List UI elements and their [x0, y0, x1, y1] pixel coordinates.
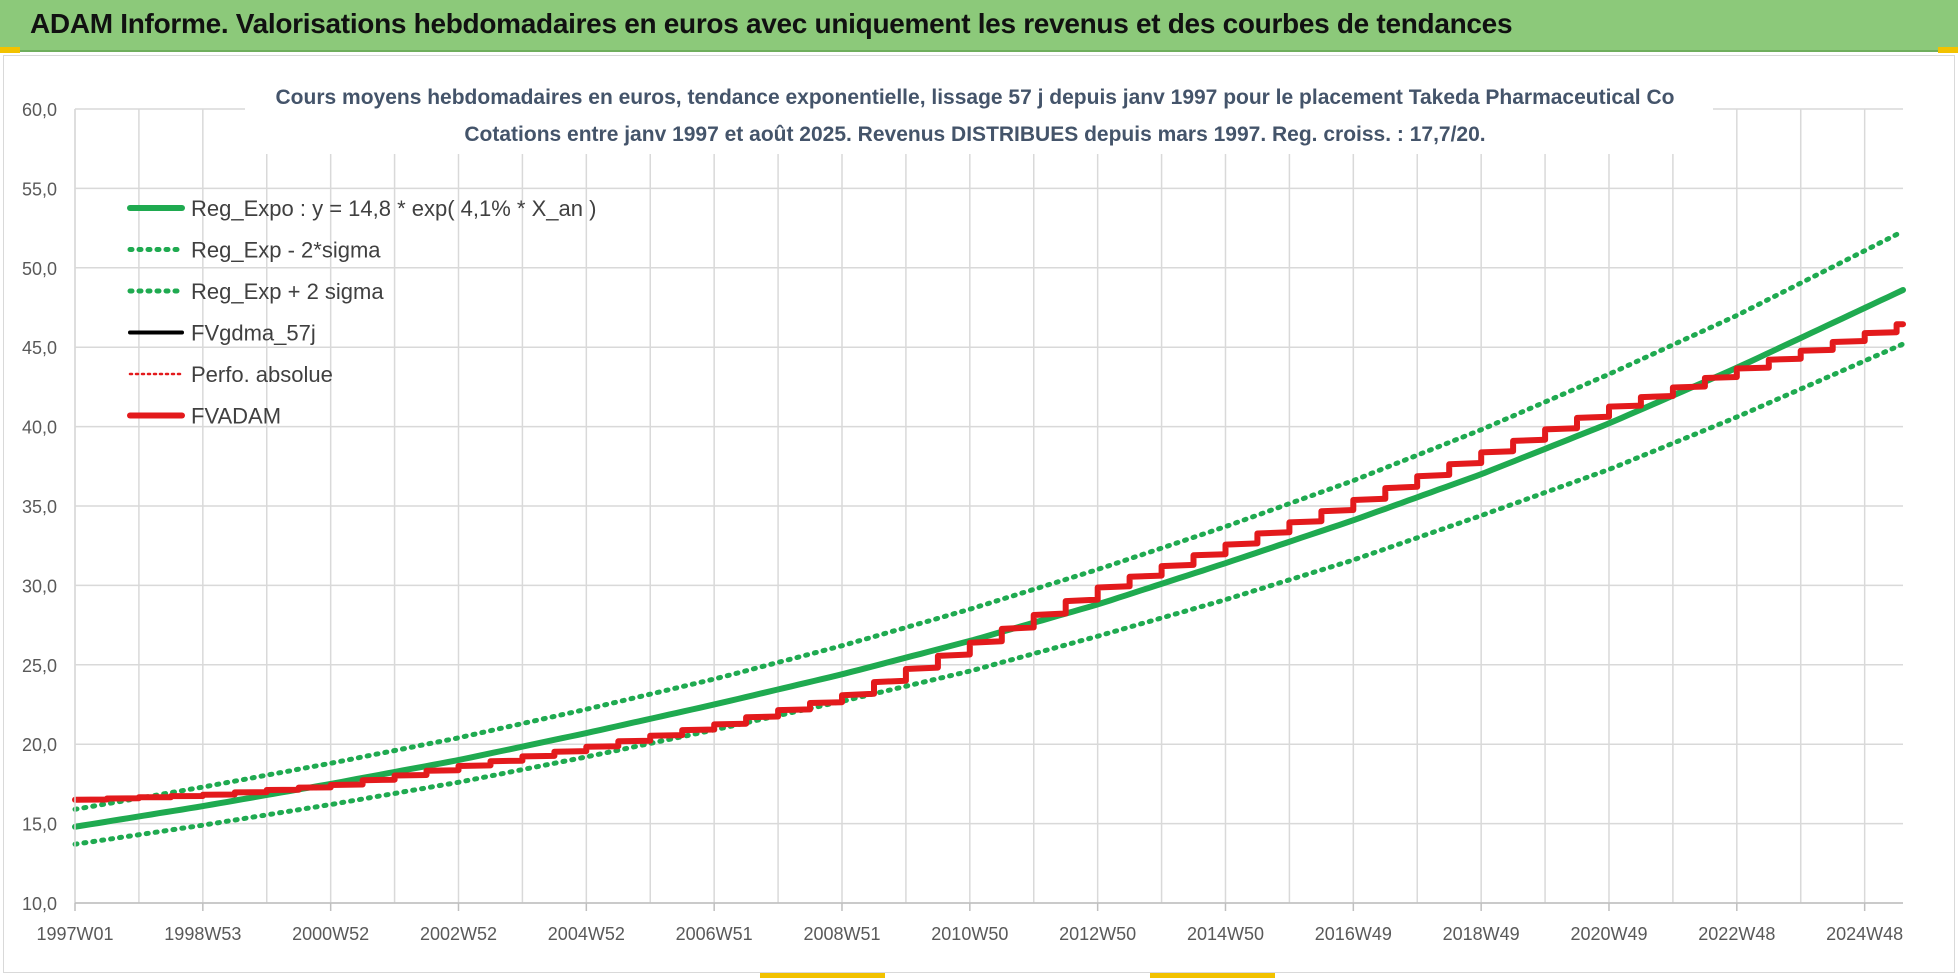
x-tick-label: 2018W49: [1443, 924, 1520, 944]
legend-label-2: Reg_Exp + 2 sigma: [191, 279, 384, 304]
x-tick-label: 2002W52: [420, 924, 497, 944]
y-tick-label: 15,0: [22, 815, 57, 835]
y-tick-label: 50,0: [22, 259, 57, 279]
x-tick-label: 2016W49: [1315, 924, 1392, 944]
y-tick-label: 60,0: [22, 100, 57, 120]
corner-mark-right: [1938, 47, 1958, 53]
x-tick-label: 2024W48: [1826, 924, 1903, 944]
y-tick-label: 55,0: [22, 179, 57, 199]
title-background: [245, 76, 1713, 154]
bottom-mark-left: [760, 973, 885, 978]
y-tick-label: 25,0: [22, 656, 57, 676]
x-tick-label: 1998W53: [164, 924, 241, 944]
x-tick-label: 2000W52: [292, 924, 369, 944]
x-tick-label: 2022W48: [1698, 924, 1775, 944]
series-line-3: [73, 322, 1905, 802]
series-line-0: [72, 287, 1906, 830]
x-tick-label: 2008W51: [803, 924, 880, 944]
series-line-1: [72, 341, 1906, 847]
series-layer: [72, 228, 1906, 847]
series-line-5: [72, 321, 1906, 803]
chart-title-line1: Cours moyens hebdomadaires en euros, ten…: [276, 86, 1675, 109]
chart-frame: [3, 55, 1955, 973]
y-tick-label: 45,0: [22, 338, 57, 358]
series-line-4: [74, 323, 1904, 801]
x-tick-label: 2004W52: [548, 924, 625, 944]
report-banner-title: ADAM Informe. Valorisations hebdomadaire…: [30, 8, 1513, 39]
corner-mark-left: [0, 47, 20, 53]
report-banner: ADAM Informe. Valorisations hebdomadaire…: [0, 0, 1958, 52]
y-tick-label: 40,0: [22, 418, 57, 438]
bottom-mark-right: [1150, 973, 1275, 978]
x-tick-label: 1997W01: [36, 924, 113, 944]
legend-label-1: Reg_Exp - 2*sigma: [191, 238, 381, 263]
x-tick-label: 2006W51: [676, 924, 753, 944]
legend-label-0: Reg_Expo : y = 14,8 * exp( 4,1% * X_an ): [191, 196, 596, 221]
x-tick-label: 2012W50: [1059, 924, 1136, 944]
chart-title-line2: Cotations entre janv 1997 et août 2025. …: [464, 123, 1485, 146]
legend-label-5: FVADAM: [191, 404, 281, 429]
x-tick-label: 2010W50: [931, 924, 1008, 944]
legend: Reg_Expo : y = 14,8 * exp( 4,1% * X_an )…: [127, 196, 596, 429]
axis-layer: 10,0 15,0 20,0 25,0 30,0 35,0 40,0 45,0 50,0 55,0…: [22, 100, 1903, 944]
series-line-2: [72, 228, 1906, 812]
chart-title-group: Cours moyens hebdomadaires en euros, ten…: [245, 76, 1713, 154]
y-tick-label: 10,0: [22, 894, 57, 914]
x-tick-label: 2020W49: [1570, 924, 1647, 944]
y-tick-label: 20,0: [22, 735, 57, 755]
y-tick-label: 30,0: [22, 576, 57, 596]
y-tick-label: 35,0: [22, 497, 57, 517]
legend-label-3: FVgdma_57j: [191, 321, 316, 346]
x-tick-label: 2014W50: [1187, 924, 1264, 944]
legend-label-4: Perfo. absolue: [191, 362, 333, 387]
